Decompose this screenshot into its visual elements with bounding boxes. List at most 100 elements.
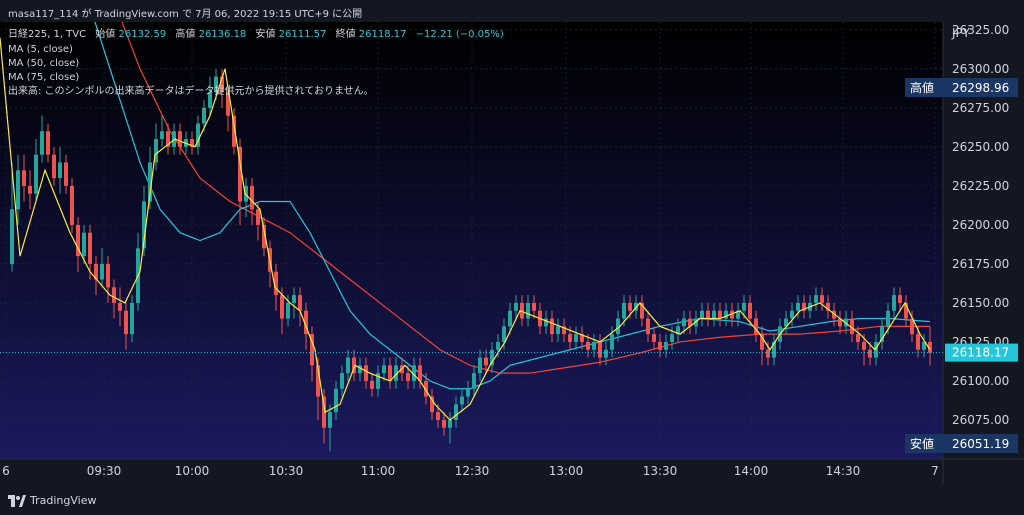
candle-body [868,349,872,358]
price-tick-label: 26325.00 [952,23,1009,37]
legend-low-label: 安値 [255,27,275,40]
candle-body [22,170,26,186]
candle-body [10,209,14,264]
candle-body [394,365,398,381]
candle-body [364,365,368,381]
candle-body [766,349,770,358]
candle-body [250,185,254,210]
candle-body [610,334,614,350]
publisher-bar: masa117_114 が TradingView.com で 7月 06, 2… [0,0,1024,22]
candle-body [844,318,848,327]
price-tick-label: 26100.00 [952,374,1009,388]
price-tick-label: 26175.00 [952,257,1009,271]
time-tick-label: 10:30 [269,464,304,478]
candle-body [460,396,464,405]
candle-body [562,326,566,335]
candle-body [352,357,356,374]
time-tick-label: 13:30 [643,464,678,478]
tradingview-logo-icon [8,494,26,507]
legend-open-label: 始値 [95,27,115,40]
candle-body [574,334,578,342]
candle-body [604,349,608,358]
legend-low: 26111.57 [279,29,327,40]
low-tag-bg [905,434,1018,453]
high-tag-label: 高値 [910,80,934,95]
candle-body [334,388,338,413]
time-axis: 6 09:30 10:00 10:30 11:00 12:30 13:00 13:30 14:0… [2,464,939,478]
candle-body [886,310,890,327]
candle-body [880,326,884,342]
price-chart[interactable]: 26325.00 26300.00 26275.00 26250.00 26225.00… [0,0,1024,485]
candle-body [730,310,734,319]
publisher-attribution: masa117_114 が TradingView.com で 7月 06, 2… [8,9,363,20]
candle-body [628,302,632,311]
candle-body [490,349,494,366]
candle-body [820,295,824,303]
candle-body [658,341,662,350]
candle-body [712,310,716,319]
low-tag-value: 26051.19 [952,437,1009,451]
candle-body [442,419,446,428]
candle-body [892,295,896,311]
candle-body [28,185,32,194]
candle-body [532,302,536,311]
ma5-path [0,37,931,421]
time-tick-label: 10:00 [175,464,210,478]
candle-body [526,302,530,319]
candle-body [838,318,842,327]
candle-body [190,139,194,147]
candle-body [646,318,650,335]
candle-body [370,380,374,389]
candle-body [496,341,500,350]
candle-body [742,302,746,311]
svg-text:日経225, 1, TVC 始値: 日経225, 1, TVC 始値 26132.59 高値 26136.18 安値… [8,27,504,40]
candle-body [226,92,230,116]
price-tick-label: 26200.00 [952,218,1009,232]
low-price-tag: 安値 26051.19 [905,434,1018,453]
candle-body [826,302,830,311]
candle-body [724,310,728,319]
candle-body [772,341,776,358]
candle-body [922,341,926,350]
candle-body [346,357,350,374]
candle-body [256,209,260,225]
candle-body [916,334,920,350]
candle-body [388,365,392,381]
candle-body [796,302,800,311]
candle-body [328,412,332,428]
candle-body [454,404,458,420]
time-tick-label: 6 [2,464,10,478]
candle-body [508,310,512,327]
time-tick-label: 13:00 [549,464,584,478]
candle-body [70,185,74,225]
tradingview-logo[interactable]: TradingView [8,494,96,507]
candle-body [292,295,296,303]
legend-ma5: MA (5, close) [8,44,73,55]
candle-body [202,107,206,124]
time-tick-label: 12:30 [455,464,490,478]
candle-body [106,263,110,288]
candle-body [748,302,752,319]
low-tag-label: 安値 [910,436,934,451]
chart-area[interactable]: 26325.00 26300.00 26275.00 26250.00 26225.00… [0,0,1024,485]
candle-body [262,224,266,249]
price-axis: 26325.00 26300.00 26275.00 26250.00 26225.00… [952,23,1009,427]
candle-body [544,318,548,327]
candle-body [118,302,122,311]
candle-body [148,162,152,202]
candle-body [322,396,326,428]
legend-symbol: 日経225, 1, TVC [8,27,86,40]
candle-body [154,139,158,163]
high-price-tag: 高値 26298.96 [905,78,1018,97]
time-tick-label: 09:30 [87,464,122,478]
candle-body [682,318,686,327]
candle-body [112,287,116,303]
price-tick-label: 26075.00 [952,413,1009,427]
candle-body [430,396,434,413]
candle-body [232,115,236,147]
candle-body [472,373,476,389]
candle-body [286,302,290,319]
candle-body [16,170,20,210]
candle-body [910,318,914,335]
legend: 日経225, 1, TVC 始値 26132.59 高値 26136.18 安値… [8,27,504,97]
